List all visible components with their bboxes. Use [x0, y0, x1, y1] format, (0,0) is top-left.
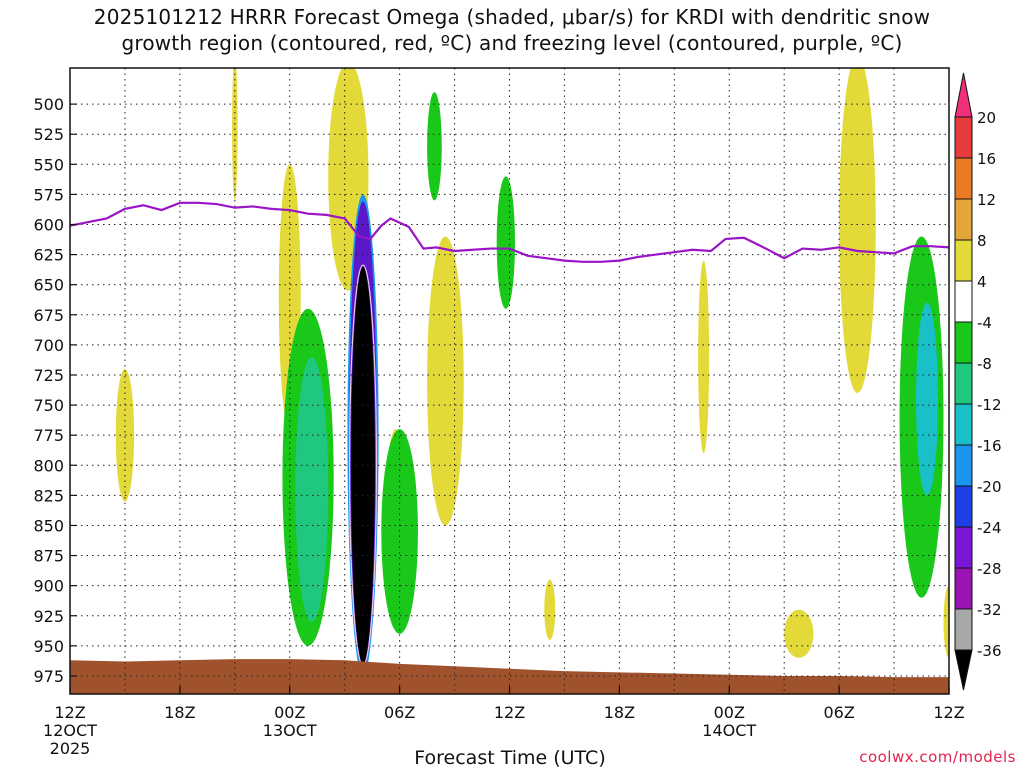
freezing-level-line [70, 201, 949, 263]
x-tick-label-8: 12Z [933, 703, 964, 722]
x-tick-label-3: 06Z [384, 703, 415, 722]
colorbar-band-0 [954, 116, 973, 159]
colorbar-label-9: -20 [977, 478, 1002, 496]
y-tick-label-525: 525 [33, 125, 64, 144]
y-tick-label-650: 650 [33, 276, 64, 295]
colorbar-label-13: -36 [977, 642, 1002, 660]
colorbar-band-3 [954, 239, 973, 282]
colorbar-band-12 [954, 608, 973, 651]
colorbar-band-9 [954, 485, 973, 528]
omega-feature-4 [427, 236, 464, 526]
omega-feature-7 [698, 260, 710, 454]
y-axis: 500 525 550 575 600 625 650 675 700 725 750 775 800 8… [33, 95, 77, 686]
y-tick-label-925: 925 [33, 607, 64, 626]
y-tick-label-800: 800 [33, 456, 64, 475]
colorbar-label-2: 12 [977, 191, 996, 209]
x-tick-date-6: 14OCT [702, 721, 756, 740]
omega-feature-19 [351, 266, 375, 664]
y-tick-label-700: 700 [33, 336, 64, 355]
y-tick-label-750: 750 [33, 396, 64, 415]
omega-feature-10 [943, 585, 949, 658]
omega-feature-16 [295, 356, 329, 622]
plot-background [70, 68, 949, 694]
colorbar-label-4: 4 [977, 273, 987, 291]
omega-feature-6 [839, 68, 876, 393]
y-tick-label-575: 575 [33, 185, 64, 204]
y-tick-label-975: 975 [33, 667, 64, 686]
y-tick-label-950: 950 [33, 637, 64, 656]
y-tick-label-825: 825 [33, 486, 64, 505]
y-tick-label-850: 850 [33, 516, 64, 535]
colorbar-label-8: -16 [977, 437, 1002, 455]
colorbar-band-1 [954, 157, 973, 200]
colorbar-label-10: -24 [977, 519, 1002, 537]
x-tick-label-7: 06Z [823, 703, 854, 722]
freezing-level-layer [70, 201, 949, 263]
y-tick-label-500: 500 [33, 95, 64, 114]
chart-title: 2025101212 HRRR Forecast Omega (shaded, … [0, 4, 1024, 56]
x-tick-label-5: 18Z [604, 703, 635, 722]
colorbar-band-10 [954, 526, 973, 569]
colorbar-band-7 [954, 403, 973, 446]
colorbar-band-11 [954, 567, 973, 610]
omega-feature-11 [427, 92, 442, 201]
omega-feature-12 [496, 176, 515, 309]
colorbar-label-1: 16 [977, 150, 996, 168]
x-tick-label-6: 00Z [714, 703, 745, 722]
x-tick-label-4: 12Z [494, 703, 525, 722]
colorbar-cap-bottom [954, 649, 973, 691]
colorbar-band-5 [954, 321, 973, 364]
y-tick-label-875: 875 [33, 547, 64, 566]
x-tick-label-0: 12Z [54, 703, 85, 722]
colorbar-band-2 [954, 198, 973, 241]
colorbar-band-4 [954, 280, 973, 323]
colorbar-band-6 [954, 362, 973, 405]
x-tick-label-1: 18Z [164, 703, 195, 722]
omega-shading [115, 68, 949, 676]
x-axis-label: Forecast Time (UTC) [414, 747, 605, 768]
colorbar-label-3: 8 [977, 232, 987, 250]
y-tick-label-625: 625 [33, 246, 64, 265]
x-tick-date-2: 13OCT [263, 721, 317, 740]
colorbar: 20 16 12 8 4 -4 -8 -12 -16 -20 -24 -28 -32 -36 [954, 72, 1002, 691]
credit-text: coolwx.com/models [859, 748, 1016, 766]
colorbar-label-6: -8 [977, 355, 992, 373]
x-tick-label-2: 00Z [274, 703, 305, 722]
x-tick-date-0: 12OCT [43, 721, 97, 740]
omega-feature-17 [916, 302, 939, 496]
chart-title-line-1: 2025101212 HRRR Forecast Omega (shaded, … [93, 5, 931, 29]
grid-lines [70, 68, 949, 694]
colorbar-label-0: 20 [977, 109, 996, 127]
y-tick-label-550: 550 [33, 155, 64, 174]
y-tick-label-725: 725 [33, 366, 64, 385]
colorbar-label-5: -4 [977, 314, 992, 332]
omega-feature-2 [115, 368, 135, 502]
x-tick-year-0: 2025 [50, 739, 91, 758]
y-tick-label-900: 900 [33, 577, 64, 596]
omega-feature-9 [784, 609, 814, 658]
colorbar-band-8 [954, 444, 973, 487]
colorbar-label-12: -32 [977, 601, 1002, 619]
y-tick-label-600: 600 [33, 216, 64, 235]
y-tick-label-675: 675 [33, 306, 64, 325]
y-tick-label-775: 775 [33, 426, 64, 445]
colorbar-label-11: -28 [977, 560, 1002, 578]
colorbar-cap-top [954, 72, 973, 118]
omega-feature-8 [544, 579, 556, 640]
chart-title-line-2: growth region (contoured, red, ºC) and f… [121, 31, 903, 55]
colorbar-label-7: -12 [977, 396, 1002, 414]
